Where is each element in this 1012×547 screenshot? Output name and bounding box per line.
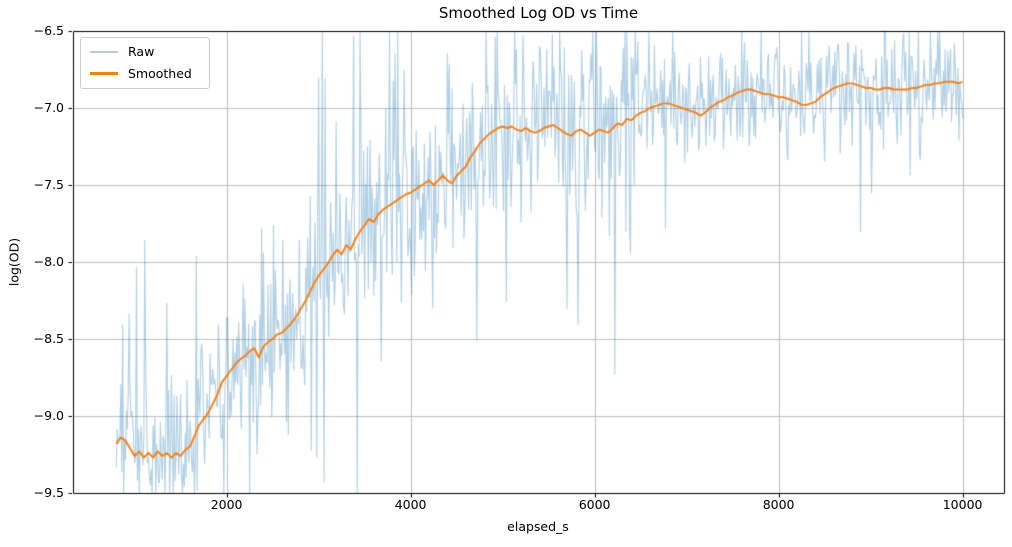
y-tick-label: −8.0: [33, 254, 64, 269]
y-tick-label: −9.0: [33, 408, 64, 423]
x-tick-label: 6000: [578, 497, 611, 512]
legend-item-smoothed: Smoothed: [90, 66, 196, 81]
x-tick-label: 8000: [762, 497, 795, 512]
x-axis-label: elapsed_s: [507, 519, 569, 534]
legend-label-raw: Raw: [128, 44, 155, 59]
x-tick-label: 4000: [394, 497, 427, 512]
y-tick-label: −7.5: [33, 177, 64, 192]
raw-line-swatch: [90, 50, 118, 53]
smoothed-line-swatch: [90, 72, 118, 75]
y-tick-label: −7.0: [33, 100, 64, 115]
x-tick-label: 2000: [210, 497, 243, 512]
y-tick-label: −6.5: [33, 23, 64, 38]
legend-label-smoothed: Smoothed: [128, 66, 192, 81]
legend-item-raw: Raw: [90, 44, 196, 59]
y-tick-label: −9.5: [33, 485, 64, 500]
legend: Raw Smoothed: [80, 37, 210, 89]
y-tick-label: −8.5: [33, 331, 64, 346]
x-tick-label: 10000: [942, 497, 983, 512]
chart-title: Smoothed Log OD vs Time: [438, 4, 639, 22]
